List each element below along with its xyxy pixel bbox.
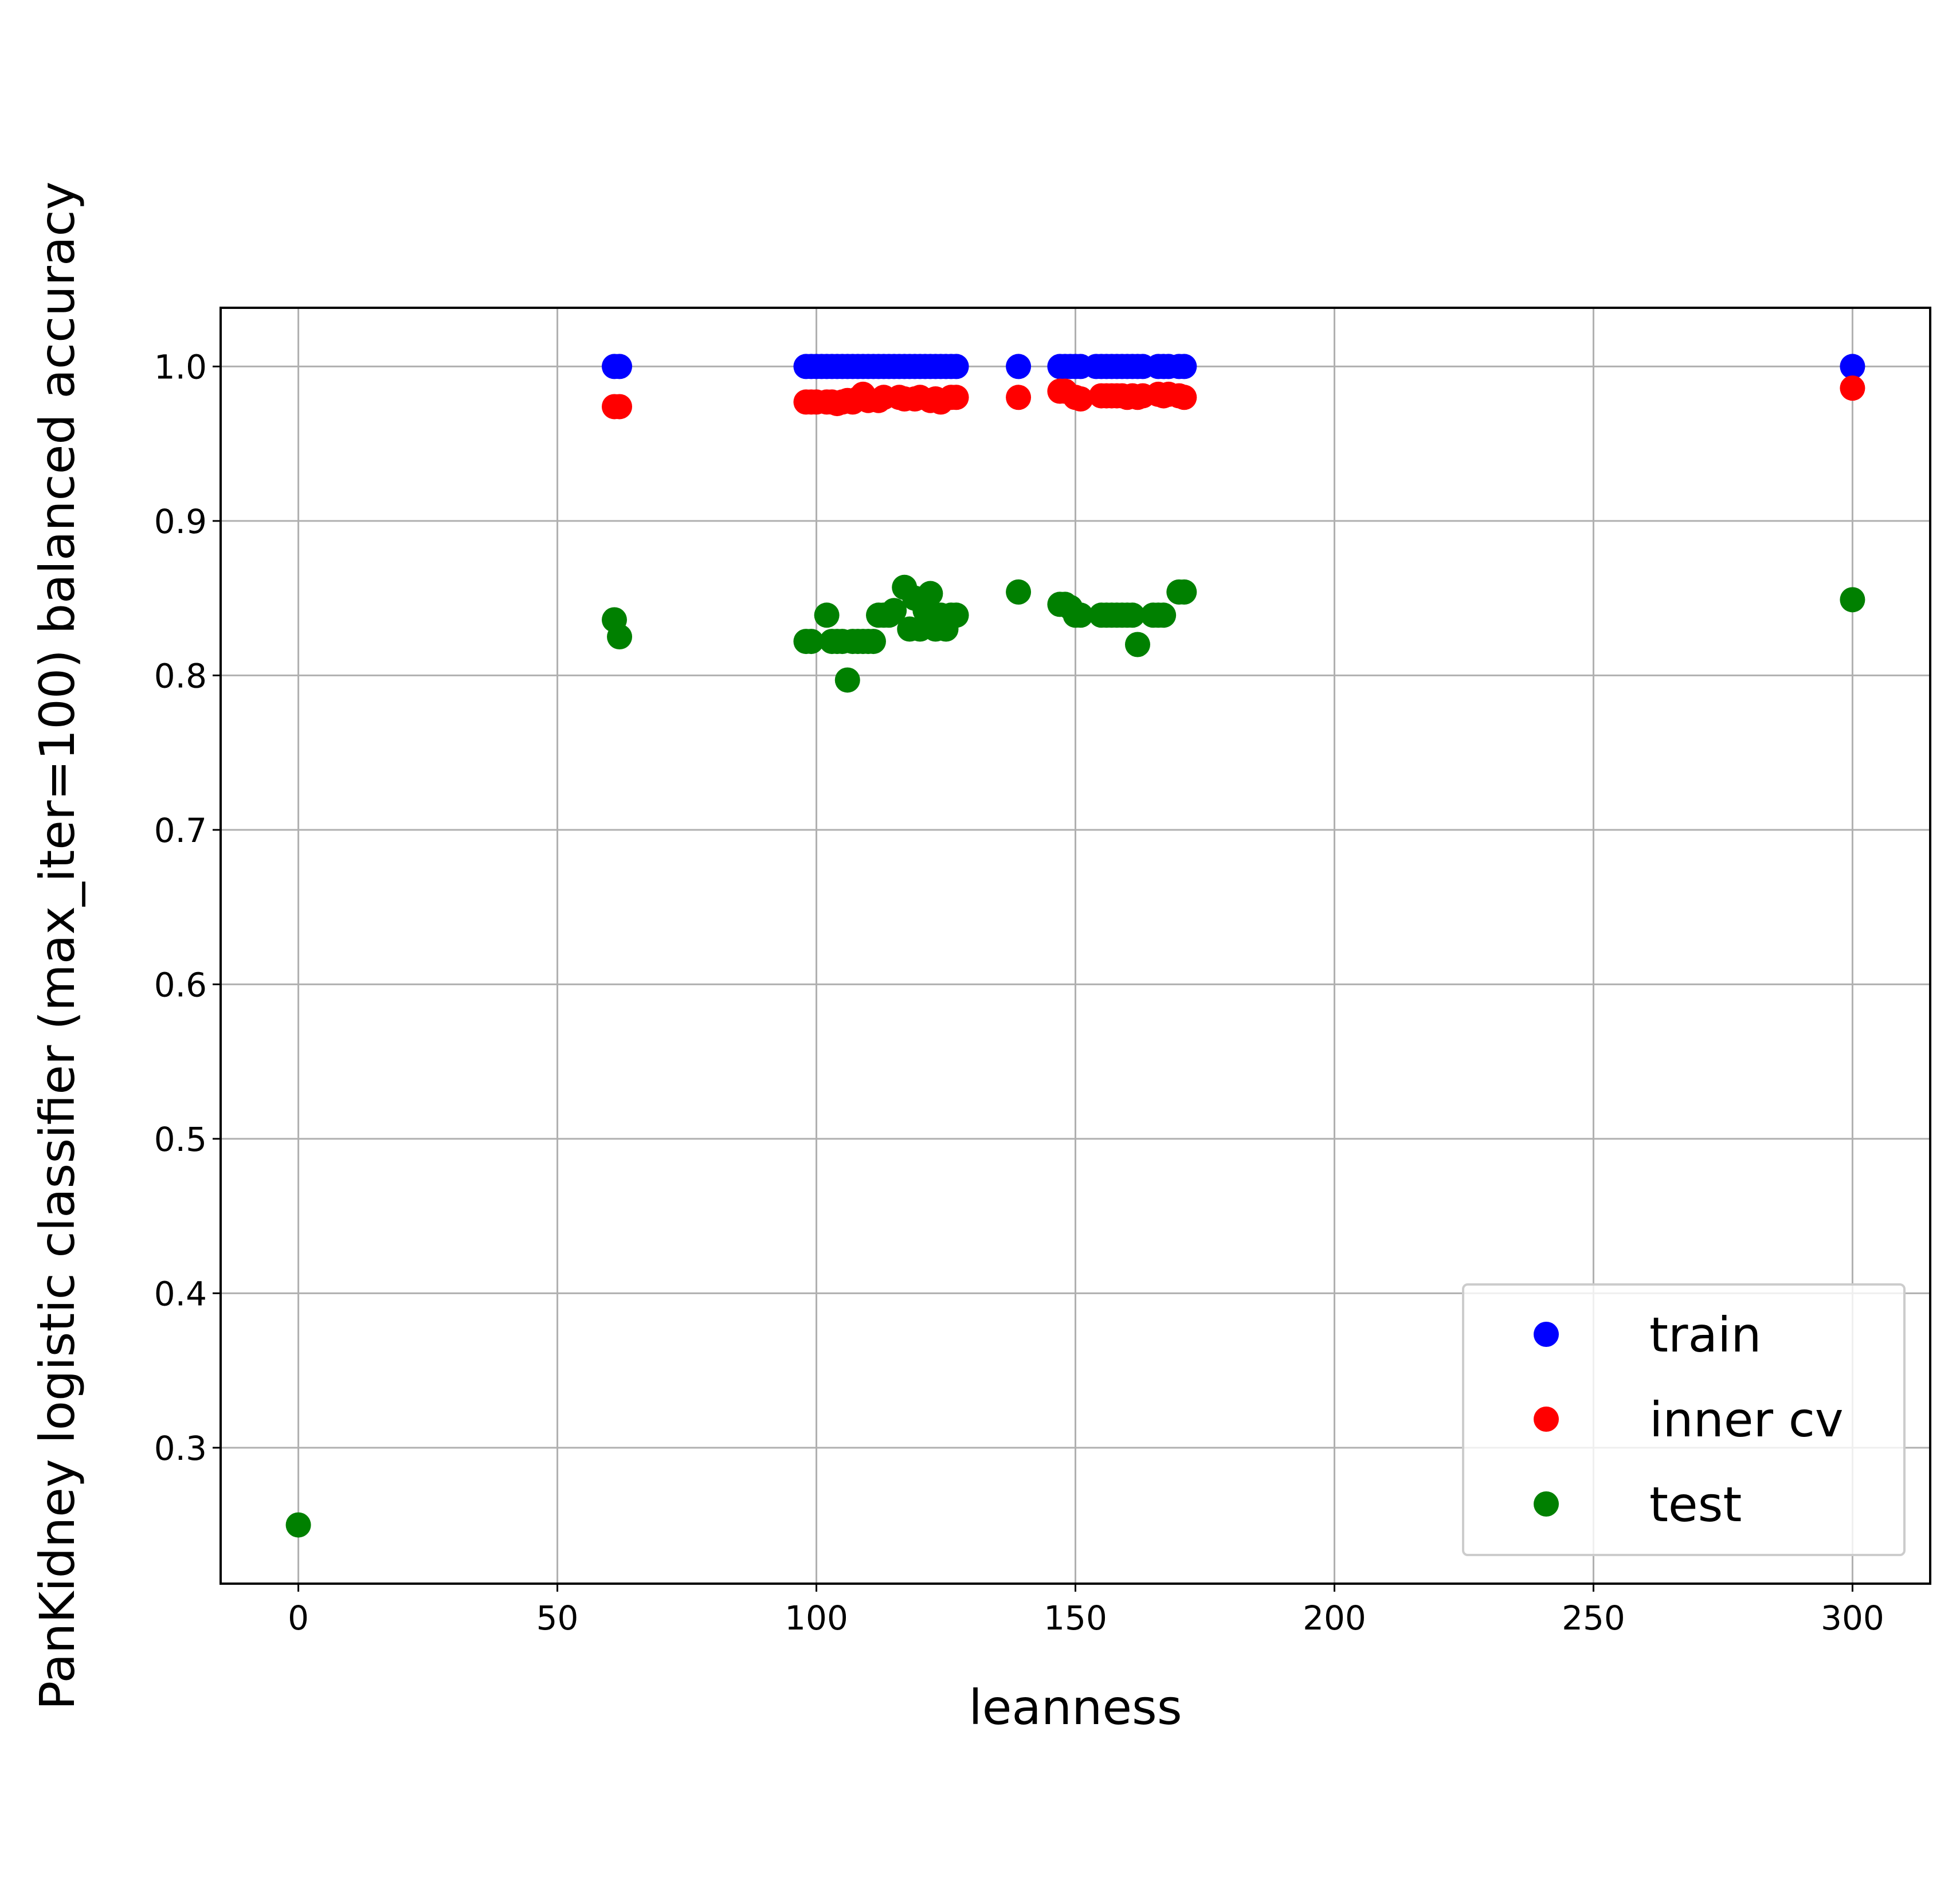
point-test [918,581,943,606]
x-tick-label: 200 [1303,1599,1366,1638]
legend: train inner cv test [1462,1283,1906,1556]
point-train [943,354,969,379]
point-train [1840,354,1865,379]
point-inner-cv [943,385,969,410]
x-tick-label: 50 [536,1599,579,1638]
legend-label: train [1649,1307,1762,1363]
point-train [607,354,633,379]
x-tick-label: 250 [1562,1599,1625,1638]
legend-marker [1534,1407,1559,1432]
point-inner-cv [1171,385,1197,410]
point-test [943,602,969,628]
point-inner-cv [1006,385,1032,410]
y-axis-label: PanKidney logistic classifier (max_iter=… [29,182,85,1710]
y-tick-label: 0.8 [154,656,207,695]
point-test [1840,587,1865,613]
y-tick-label: 0.3 [154,1429,207,1468]
point-test [1171,579,1197,605]
x-tick-label: 100 [785,1599,848,1638]
y-tick-label: 0.4 [154,1274,207,1313]
axis-ticks: 0 50 100 150 200 250 300 0.3 0.4 0.5 0.6 0.7 0.8 0.9 1… [154,347,1884,1638]
point-test [860,629,886,655]
point-test [1006,579,1032,605]
point-train [1171,354,1197,379]
point-test [881,598,907,624]
point-test [834,667,860,693]
x-axis-label: leanness [969,1679,1182,1736]
point-test [285,1512,311,1538]
point-inner-cv [1840,375,1865,401]
y-tick-label: 1.0 [154,347,207,386]
grid-lines [221,308,1930,1584]
legend-marker [1534,1491,1559,1517]
point-test [1124,632,1150,657]
point-test [1151,602,1177,628]
x-tick-label: 300 [1821,1599,1884,1638]
y-tick-label: 0.5 [154,1120,207,1159]
point-test [798,629,824,655]
x-tick-label: 150 [1044,1599,1107,1638]
point-inner-cv [1068,386,1093,412]
point-inner-cv [607,394,633,420]
point-test [1068,602,1093,628]
point-train [1006,354,1032,379]
y-tick-label: 0.6 [154,965,207,1004]
point-test [1119,602,1145,628]
y-tick-label: 0.9 [154,502,207,541]
legend-label: test [1649,1476,1742,1533]
legend-marker [1534,1322,1559,1347]
point-test [814,602,840,628]
x-tick-label: 0 [288,1599,309,1638]
y-tick-label: 0.7 [154,811,207,850]
point-test [607,624,633,650]
legend-label: inner cv [1649,1392,1844,1448]
data-points [285,354,1865,1538]
legend-box [1462,1283,1906,1556]
